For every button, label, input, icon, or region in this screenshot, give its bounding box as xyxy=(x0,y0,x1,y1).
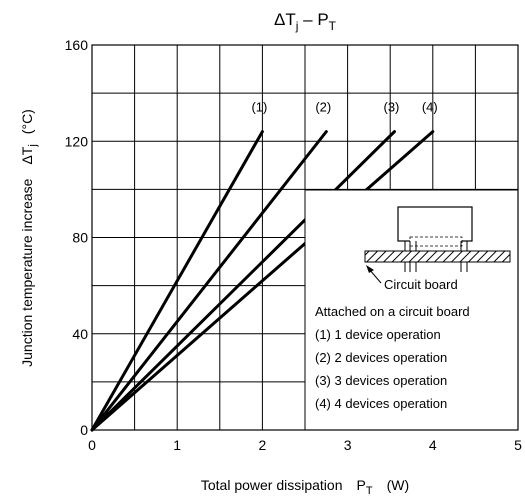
series-group xyxy=(90,130,435,432)
inset-legend-item: (4) 4 devices operation xyxy=(315,396,447,411)
device-pad xyxy=(409,236,463,247)
x-tick-label: 5 xyxy=(514,437,522,453)
chart-title: ΔTj – PT xyxy=(274,10,337,33)
series-line xyxy=(90,130,435,432)
inset-box: Circuit board Attached on a circuit boar… xyxy=(304,189,519,431)
series-label: (1) xyxy=(251,100,267,115)
tick-labels: 0 1 2 3 4 5 0 40 80 120 160 xyxy=(65,37,522,453)
device-package xyxy=(397,206,473,242)
series-label: (4) xyxy=(422,100,438,115)
inset-legend-item: (2) 2 devices operation xyxy=(315,350,447,365)
y-tick-label: 80 xyxy=(72,230,88,246)
y-tick-label: 120 xyxy=(65,133,89,149)
x-axis-label: Total power dissipation PT (W) xyxy=(201,477,409,497)
x-tick-label: 1 xyxy=(173,437,181,453)
board-pointer-arrowhead xyxy=(366,265,374,273)
x-tick-label: 3 xyxy=(344,437,352,453)
y-axis-label: Junction temperature increaseΔTj(°C) xyxy=(19,109,39,367)
series-labels: (1) (2) (3) (4) xyxy=(251,100,437,115)
x-tick-label: 4 xyxy=(429,437,437,453)
series-line xyxy=(90,130,396,432)
y-tick-label: 40 xyxy=(72,326,88,342)
series-label: (2) xyxy=(315,100,331,115)
inset-legend-item: (1) 1 device operation xyxy=(315,327,441,342)
series-line xyxy=(90,130,264,432)
series-label: (3) xyxy=(384,100,400,115)
x-tick-label: 0 xyxy=(88,437,96,453)
series-line xyxy=(90,130,328,432)
y-tick-label: 0 xyxy=(80,422,88,438)
x-tick-label: 2 xyxy=(259,437,267,453)
inset-legend-item: (3) 3 devices operation xyxy=(315,373,447,388)
circuit-board xyxy=(364,250,511,263)
inset-heading: Attached on a circuit board xyxy=(315,304,470,319)
y-tick-label: 160 xyxy=(65,37,89,53)
circuit-board-label: Circuit board xyxy=(384,277,458,292)
plot-frame xyxy=(91,44,519,431)
circuit-board-diagram: Circuit board xyxy=(364,206,511,292)
